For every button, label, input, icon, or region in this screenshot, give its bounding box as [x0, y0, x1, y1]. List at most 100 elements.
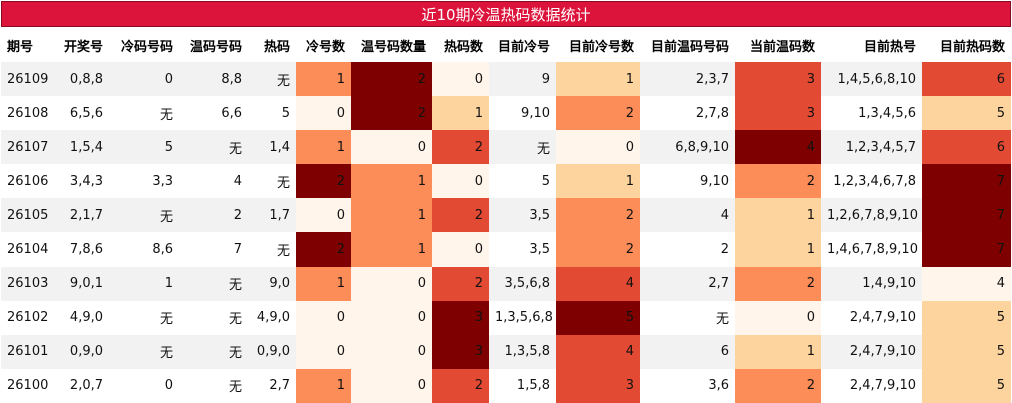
table-cell: 1	[432, 96, 489, 131]
table-cell: 1	[735, 198, 821, 233]
table-cell: 8,6	[109, 232, 179, 267]
table-cell: 26104	[1, 232, 55, 267]
table-cell: 2	[296, 232, 351, 267]
table-row: 26108 6,5,6 无 6,6 5 0 2 1 9,10 2 2,7,8 3 1,3,4,5,6 5	[1, 96, 1011, 131]
table-cell: 2	[735, 368, 821, 403]
table-cell: 2	[432, 198, 489, 233]
table-cell: 7	[922, 198, 1011, 233]
header-row: 期号 开奖号 冷码号码 温码号码 热码 冷号数 温号码数量 热码数 目前冷号 目前冷号数 目前温码号…	[1, 28, 1011, 62]
table-cell: 0	[109, 62, 179, 97]
table-cell: 6	[922, 62, 1011, 97]
table-cell: 2,0,7	[55, 368, 109, 403]
table-cell: 6,6	[179, 96, 248, 131]
table-cell: 6	[922, 130, 1011, 165]
table-cell: 6	[640, 334, 735, 369]
table-cell: 1,4,6,7,8,9,10	[821, 232, 922, 267]
table-cell: 1	[556, 62, 640, 97]
column-header: 目前温码号码	[650, 39, 729, 55]
column-header: 目前热码数	[939, 39, 1005, 55]
table-cell: 0	[432, 62, 489, 97]
table-cell: 0	[432, 232, 489, 267]
table-cell: 3	[432, 334, 489, 369]
table-cell: 5	[922, 334, 1011, 369]
table-cell: 无	[109, 96, 179, 131]
table-cell: 2	[735, 164, 821, 199]
table-cell: 2	[432, 368, 489, 403]
table-cell: 0,9,0	[248, 334, 296, 369]
table-cell: 7,8,6	[55, 232, 109, 267]
table-cell: 1	[296, 368, 351, 403]
table-cell: 2	[556, 232, 640, 267]
table-cell: 无	[179, 266, 248, 301]
column-header: 温码号码	[189, 39, 242, 55]
table-cell: 9,10	[489, 96, 556, 131]
table-cell: 1,3,5,8	[489, 334, 556, 369]
table-cell: 无	[179, 130, 248, 165]
table-cell: 1,4,9,10	[821, 266, 922, 301]
table-cell: 1,3,5,6,8	[489, 300, 556, 335]
table-cell: 2	[351, 96, 432, 131]
table-cell: 7	[179, 232, 248, 267]
table-cell: 0	[351, 368, 432, 403]
table-cell: 1	[296, 266, 351, 301]
column-header: 目前冷号	[497, 39, 550, 55]
table-cell: 3	[556, 368, 640, 403]
table-cell: 0	[556, 130, 640, 165]
table-cell: 2	[432, 130, 489, 165]
table-cell: 0	[351, 266, 432, 301]
table-cell: 1	[351, 198, 432, 233]
table-cell: 3	[735, 62, 821, 97]
table-cell: 3,4,3	[55, 164, 109, 199]
table-cell: 1,5,4	[55, 130, 109, 165]
table-cell: 2	[556, 96, 640, 131]
table-cell: 0	[351, 334, 432, 369]
table-cell: 2	[640, 232, 735, 267]
table-cell: 1,4	[248, 130, 296, 165]
table-cell: 无	[248, 232, 296, 267]
table-cell: 4	[179, 164, 248, 199]
table-cell: 0	[109, 368, 179, 403]
table-row: 26109 0,8,8 0 8,8 无 1 2 0 9 1 2,3,7 3 1,4,5,6,8,10 6	[1, 62, 1011, 97]
table-cell: 无	[640, 300, 735, 335]
table-cell: 无	[179, 368, 248, 403]
table-cell: 5	[922, 300, 1011, 335]
table-cell: 4	[556, 334, 640, 369]
table-cell: 2	[179, 198, 248, 233]
table-cell: 26105	[1, 198, 55, 233]
table-cell: 2,7	[640, 266, 735, 301]
table-cell: 0	[351, 300, 432, 335]
table-cell: 1,3,4,5,6	[821, 96, 922, 131]
table-cell: 2	[296, 164, 351, 199]
table-cell: 9	[489, 62, 556, 97]
table-cell: 1,7	[248, 198, 296, 233]
table-cell: 1	[735, 334, 821, 369]
column-header: 当前温码数	[749, 39, 815, 55]
table-cell: 0	[296, 334, 351, 369]
table-cell: 无	[109, 334, 179, 369]
table-row: 26102 4,9,0 无无 4,9,0 0 0 3 1,3,5,6,8 5 无 0 2,4,7,9,…	[1, 300, 1011, 335]
table-cell: 无	[179, 334, 248, 369]
table-row: 26105 2,1,7 无 2 1,7 0 1 2 3,5 2 4 1 1,2,6,7,8,9,10 7	[1, 198, 1011, 233]
table-cell: 1,5,8	[489, 368, 556, 403]
table-cell: 1,2,3,4,5,7	[821, 130, 922, 165]
table-cell: 3,5,6,8	[489, 266, 556, 301]
column-header: 期号	[7, 39, 34, 55]
table-cell: 3,3	[109, 164, 179, 199]
table-row: 26104 7,8,6 8,6 7 无 2 1 0 3,5 2 2 1 1,4,6,7,8,9,10 7	[1, 232, 1011, 267]
table-cell: 1	[296, 62, 351, 97]
table-cell: 26106	[1, 164, 55, 199]
table-cell: 无	[109, 300, 179, 335]
column-header: 开奖号	[63, 39, 103, 55]
table-cell: 4,9,0	[248, 300, 296, 335]
table-cell: 5	[556, 300, 640, 335]
table-row: 26107 1,5,4 5 无 1,4 1 0 2 无 0 6,8,9,10 4 1,2,3,4,5,7…	[1, 130, 1011, 165]
table-cell: 5	[922, 96, 1011, 131]
table-row: 26106 3,4,3 3,3 4 无 2 1 0 5 1 9,10 2 1,2,3,4,6,7,8 7	[1, 164, 1011, 199]
table-cell: 4,9,0	[55, 300, 109, 335]
table-cell: 2,7	[248, 368, 296, 403]
table-cell: 2,4,7,9,10	[821, 368, 922, 403]
table-cell: 3	[432, 300, 489, 335]
column-header: 目前热号	[863, 39, 916, 55]
table-cell: 4	[922, 266, 1011, 301]
table-cell: 26108	[1, 96, 55, 131]
